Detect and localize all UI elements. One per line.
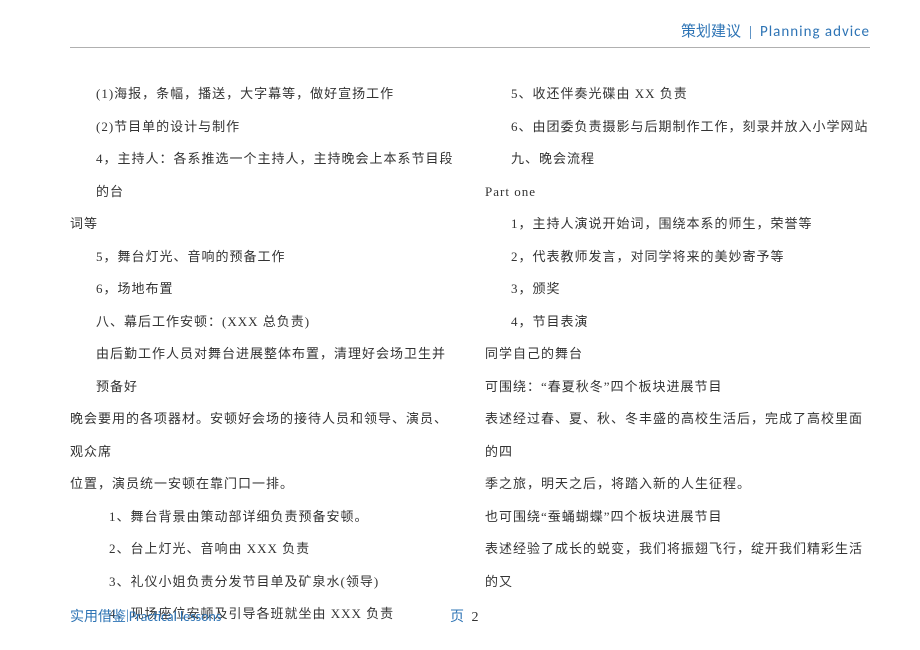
text-line: Part one bbox=[485, 176, 870, 209]
text-line: 季之旅，明天之后，将踏入新的人生征程。 bbox=[485, 468, 870, 501]
footer-page: 页 2 bbox=[450, 606, 479, 626]
text-line: 也可围绕“蚕蛹蝴蝶”四个板块进展节目 bbox=[485, 501, 870, 534]
footer-label-cn: 实用借鉴 bbox=[70, 606, 126, 626]
text-line: 位置，演员统一安顿在靠门口一排。 bbox=[70, 468, 455, 501]
text-line: 可围绕：“春夏秋冬”四个板块进展节目 bbox=[485, 371, 870, 404]
text-line: 2，代表教师发言，对同学将来的美妙寄予等 bbox=[485, 241, 870, 274]
right-column: 5、收还伴奏光碟由 XX 负责6、由团委负责摄影与后期制作工作，刻录并放入小学网… bbox=[485, 78, 870, 631]
text-line: 3，颁奖 bbox=[485, 273, 870, 306]
document-page: 策划建议 | Planning advice (1)海报，条幅，播送，大字幕等，… bbox=[0, 0, 920, 650]
text-line: 5，舞台灯光、音响的预备工作 bbox=[70, 241, 455, 274]
content-columns: (1)海报，条幅，播送，大字幕等，做好宣扬工作(2)节目单的设计与制作4，主持人… bbox=[70, 78, 870, 631]
header-title-en: Planning advice bbox=[760, 23, 870, 41]
text-line: (1)海报，条幅，播送，大字幕等，做好宣扬工作 bbox=[70, 78, 455, 111]
text-line: 3、礼仪小姐负责分发节目单及矿泉水(领导) bbox=[70, 566, 455, 599]
left-column: (1)海报，条幅，播送，大字幕等，做好宣扬工作(2)节目单的设计与制作4，主持人… bbox=[70, 78, 455, 631]
page-footer: 实用借鉴 | Practical lessons 页 2 bbox=[70, 606, 870, 626]
text-line: 表述经验了成长的蜕变，我们将振翅飞行，绽开我们精彩生活的又 bbox=[485, 533, 870, 598]
text-line: 1，主持人演说开始词，围绕本系的师生，荣誉等 bbox=[485, 208, 870, 241]
text-line: (2)节目单的设计与制作 bbox=[70, 111, 455, 144]
text-line: 词等 bbox=[70, 208, 455, 241]
text-line: 1、舞台背景由策动部详细负责预备安顿。 bbox=[70, 501, 455, 534]
text-line: 由后勤工作人员对舞台进展整体布置，清理好会场卫生并预备好 bbox=[70, 338, 455, 403]
text-line: 晚会要用的各项器材。安顿好会场的接待人员和领导、演员、观众席 bbox=[70, 403, 455, 468]
footer-page-label: 页 bbox=[450, 610, 464, 625]
header-title-cn: 策划建议 bbox=[681, 24, 741, 40]
text-line: 4，节目表演 bbox=[485, 306, 870, 339]
text-line: 同学自己的舞台 bbox=[485, 338, 870, 371]
text-line: 5、收还伴奏光碟由 XX 负责 bbox=[485, 78, 870, 111]
text-line: 九、晚会流程 bbox=[485, 143, 870, 176]
text-line: 4，主持人：各系推选一个主持人，主持晚会上本系节目段的台 bbox=[70, 143, 455, 208]
text-line: 2、台上灯光、音响由 XXX 负责 bbox=[70, 533, 455, 566]
text-line: 表述经过春、夏、秋、冬丰盛的高校生活后，完成了高校里面的四 bbox=[485, 403, 870, 468]
text-line: 6，场地布置 bbox=[70, 273, 455, 306]
footer-page-number: 2 bbox=[472, 610, 479, 625]
header-separator: | bbox=[749, 24, 752, 40]
text-line: 6、由团委负责摄影与后期制作工作，刻录并放入小学网站 bbox=[485, 111, 870, 144]
text-line: 八、幕后工作安顿：(XXX 总负责) bbox=[70, 306, 455, 339]
page-header: 策划建议 | Planning advice bbox=[70, 20, 870, 48]
footer-label-en: Practical lessons bbox=[129, 608, 221, 625]
